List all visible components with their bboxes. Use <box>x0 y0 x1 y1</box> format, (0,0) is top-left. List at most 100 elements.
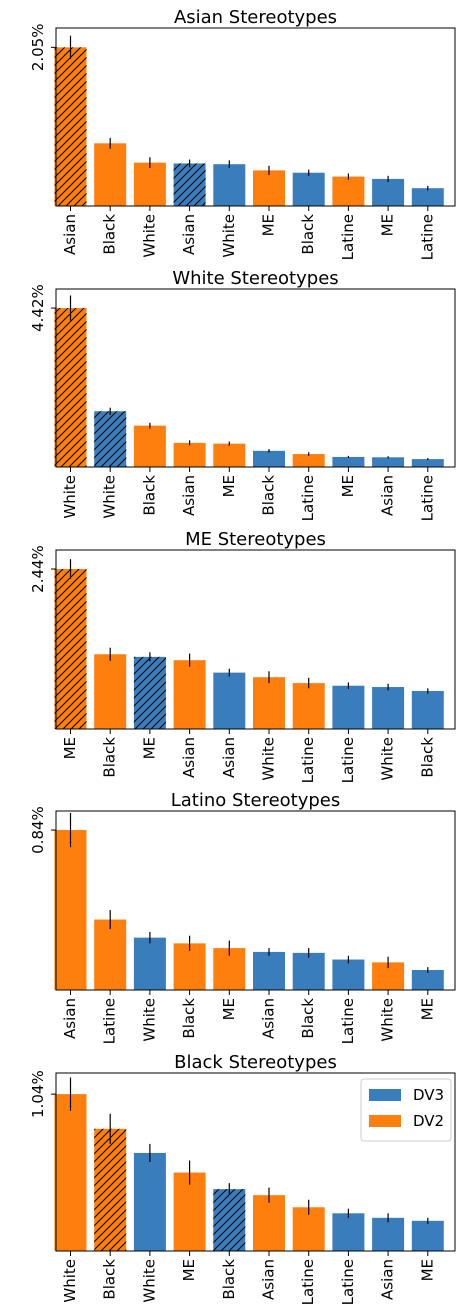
bar-dv3-black <box>253 450 285 467</box>
bar-dv3-black <box>292 952 325 990</box>
x-tick-label: ME <box>220 998 238 1020</box>
y-tick-label: 2.44% <box>29 545 47 593</box>
x-tick-label: Asian <box>180 214 198 255</box>
bar-dv2-asian <box>253 1195 285 1251</box>
x-tick-label: ME <box>339 475 357 497</box>
bar-dv2-me <box>213 443 246 467</box>
legend-swatch-dv2 <box>369 1115 401 1127</box>
chart-title: Asian Stereotypes <box>174 7 337 28</box>
x-tick-label: Black <box>140 475 158 516</box>
bar-dv2-black <box>173 943 206 990</box>
x-tick-label: ME <box>220 475 238 497</box>
bar-dv3-me <box>372 178 405 206</box>
x-tick-label: ME <box>418 998 436 1020</box>
x-tick-label: Asian <box>379 1259 397 1300</box>
chart-title: ME Stereotypes <box>185 529 326 550</box>
x-tick-label: Latine <box>299 1259 317 1304</box>
x-tick-label: White <box>379 737 397 781</box>
y-tick-label: 0.84% <box>29 806 47 854</box>
bar-dv2-asian <box>173 442 206 467</box>
bar-dv2-me <box>173 1172 206 1251</box>
x-tick-label: ME <box>61 737 79 759</box>
bar-dv2-white <box>253 677 285 729</box>
bar-dv3-me <box>411 970 444 990</box>
bar-dv3-asian <box>253 951 285 990</box>
bar-hatch-overlay <box>54 47 87 206</box>
x-tick-label: White <box>140 1259 158 1303</box>
axes-frame <box>55 1072 456 1252</box>
bar-dv2-black <box>133 425 166 467</box>
bar-dv3-black <box>292 172 325 206</box>
x-tick-label: White <box>140 214 158 258</box>
chart-panel: Black Stereotypes White Black White ME Black A… <box>29 1052 456 1304</box>
chart-title: White Stereotypes <box>172 268 338 289</box>
legend-swatch-dv3 <box>369 1089 401 1101</box>
x-tick-label: Latine <box>339 998 357 1044</box>
bar-dv3-white <box>213 164 246 206</box>
legend-label-dv2: DV2 <box>413 1112 444 1130</box>
bar-dv2-asian <box>173 660 206 729</box>
x-tick-label: ME <box>180 1259 198 1281</box>
x-tick-label: Latine <box>101 998 119 1044</box>
bar-hatch-overlay <box>213 1189 246 1251</box>
bar-hatch-overlay <box>54 308 87 467</box>
bar-dv2-black <box>94 654 127 729</box>
x-tick-label: Latine <box>339 737 357 783</box>
y-tick-label: 2.05% <box>29 24 47 72</box>
x-tick-label: Asian <box>220 737 238 778</box>
x-tick-label: Black <box>418 737 436 778</box>
bar-dv2-latine <box>292 683 325 729</box>
x-tick-label: Asian <box>61 998 79 1039</box>
bar-dv3-asian <box>213 672 246 729</box>
bar-hatch-overlay <box>173 163 206 206</box>
x-tick-label: Latine <box>299 737 317 783</box>
bar-dv3-me <box>411 1220 444 1251</box>
x-tick-label: Asian <box>180 475 198 516</box>
x-tick-label: Black <box>220 1259 238 1300</box>
axes-frame <box>55 549 456 730</box>
bar-dv3-latine <box>411 459 444 467</box>
x-tick-label: Asian <box>260 1259 278 1300</box>
bar-dv2-white <box>133 162 166 206</box>
x-tick-label: White <box>140 998 158 1042</box>
axes-frame <box>55 288 456 468</box>
x-tick-label: White <box>101 475 119 519</box>
bar-dv2-white <box>54 1094 87 1251</box>
y-tick-label: 1.04% <box>29 1070 47 1118</box>
x-tick-label: Black <box>180 998 198 1039</box>
x-tick-label: White <box>61 1259 79 1303</box>
x-tick-label: Asian <box>61 214 79 255</box>
x-tick-label: Latine <box>339 1259 357 1304</box>
x-tick-label: White <box>379 998 397 1042</box>
x-tick-label: Asian <box>260 998 278 1039</box>
y-tick-label: 4.42% <box>29 284 47 332</box>
chart-panel: White Stereotypes White White Black Asian ME B… <box>29 268 456 521</box>
x-tick-label: Black <box>101 214 119 255</box>
x-tick-label: Latine <box>339 214 357 260</box>
x-tick-label: Black <box>101 737 119 778</box>
bar-dv3-white <box>133 1152 166 1251</box>
legend-label-dv3: DV3 <box>413 1086 444 1104</box>
bar-dv3-latine <box>332 1213 365 1251</box>
bar-dv3-black <box>411 690 444 729</box>
bar-dv3-latine <box>332 959 365 990</box>
x-tick-label: Latine <box>418 214 436 260</box>
x-tick-label: Asian <box>379 475 397 516</box>
bar-dv2-black <box>94 143 127 206</box>
bar-dv2-latine <box>332 176 365 206</box>
x-tick-label: Latine <box>299 475 317 521</box>
bar-hatch-overlay <box>54 569 87 729</box>
x-tick-label: White <box>260 737 278 781</box>
bar-dv3-latine <box>332 685 365 729</box>
bar-dv2-asian <box>54 830 87 990</box>
bar-hatch-overlay <box>94 1128 127 1251</box>
chart-title: Latino Stereotypes <box>171 790 341 811</box>
x-tick-label: Black <box>299 998 317 1039</box>
chart-panel: Asian Stereotypes Asian Black White Asian Whi… <box>29 7 456 260</box>
bar-hatch-overlay <box>133 656 166 729</box>
bar-dv3-white <box>372 687 405 729</box>
bar-dv3-latine <box>411 188 444 206</box>
x-tick-label: Black <box>101 1259 119 1300</box>
